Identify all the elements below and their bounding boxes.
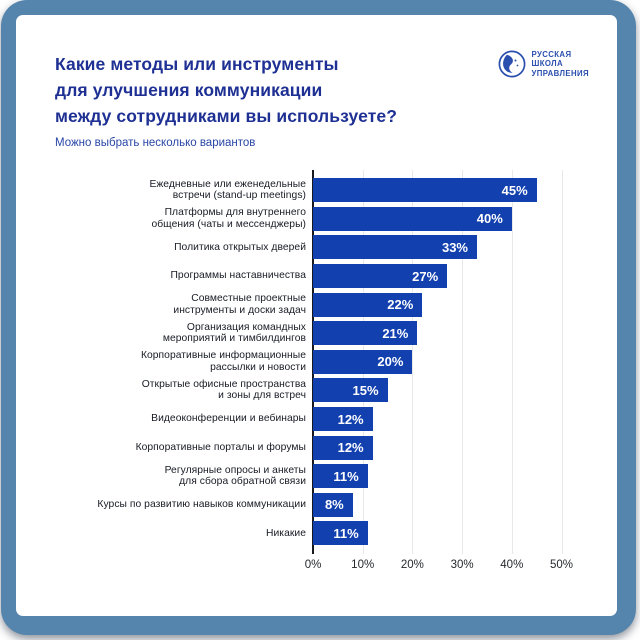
bar: 15% — [313, 378, 388, 403]
bar-value-label: 12% — [337, 411, 364, 427]
bar: 40% — [313, 206, 512, 231]
x-axis: 0% 10% 20% 30% 40% 50% — [305, 558, 617, 579]
category-label: Видеоконференции и вебинары — [151, 413, 306, 425]
bar-track: 15% — [313, 378, 617, 403]
chart-row: Корпоративные порталы и форумы 12% — [16, 433, 617, 462]
x-tick-label: 10% — [351, 558, 375, 571]
bar-value-label: 11% — [333, 525, 359, 541]
gridline — [462, 170, 464, 554]
title-line-1: Какие методы или инструменты — [55, 54, 339, 74]
bar-value-label: 21% — [382, 325, 409, 341]
bar: 33% — [313, 235, 477, 260]
bar-track: 11% — [313, 464, 617, 489]
bar-track: 8% — [313, 492, 617, 517]
chart-row: Программы наставничества 27% — [16, 262, 617, 291]
bar-value-label: 15% — [352, 382, 379, 398]
rsu-logo-icon — [499, 50, 526, 78]
category-label: Программы наставничества — [170, 270, 306, 282]
chart-row: Политика открытых дверей 33% — [16, 233, 617, 262]
chart-rows: Ежедневные или еженедельные встречи (stan… — [16, 176, 617, 548]
bar-value-label: 33% — [441, 239, 468, 255]
bar-track: 22% — [313, 292, 617, 317]
chart-row: Открытые офисные пространства и зоны для … — [16, 376, 617, 405]
bar-track: 33% — [313, 235, 617, 260]
title-line-2: для улучшения коммуникации — [55, 80, 323, 100]
bar-chart: Ежедневные или еженедельные встречи (stan… — [16, 170, 617, 579]
bar-value-label: 8% — [324, 497, 344, 513]
category-label: Совместные проектные инструменты и доски … — [173, 293, 306, 316]
chart-row: Ежедневные или еженедельные встречи (stan… — [16, 176, 617, 205]
bar: 11% — [313, 521, 368, 546]
bar: 22% — [313, 292, 423, 317]
bar-track: 11% — [313, 521, 617, 546]
bar: 12% — [313, 435, 373, 460]
title-line-3: между сотрудниками вы используете? — [55, 106, 397, 126]
category-label: Открытые офисные пространства и зоны для … — [141, 378, 306, 402]
chart-row: Совместные проектные инструменты и доски … — [16, 290, 617, 319]
chart-row: Видеоконференции и вебинары 12% — [16, 405, 617, 434]
bar-value-label: 45% — [501, 182, 528, 198]
category-label: Корпоративные порталы и форумы — [135, 441, 306, 453]
chart-row: Регулярные опросы и анкеты для сбора обра… — [16, 462, 617, 491]
chart-row: Никакие 11% — [16, 519, 617, 548]
category-label: Курсы по развитию навыков коммуникации — [97, 499, 306, 511]
bar-value-label: 11% — [333, 468, 359, 484]
category-label: Политика открытых дверей — [174, 241, 306, 253]
infographic-card: Какие методы или инструменты для улучшен… — [16, 15, 617, 616]
gridline — [561, 170, 563, 554]
bar-value-label: 20% — [377, 354, 404, 370]
bar-value-label: 40% — [476, 211, 503, 227]
bar: 27% — [313, 264, 448, 289]
chart-row: Организация командных мероприятий и тимби… — [16, 319, 617, 348]
logo-line-3: УПРАВЛЕНИЯ — [531, 68, 589, 78]
bar-track: 45% — [313, 178, 617, 203]
bar: 11% — [313, 464, 368, 489]
chart-row: Платформы для внутреннего общения (чаты и… — [16, 205, 617, 234]
bar: 20% — [313, 349, 413, 374]
bar: 21% — [313, 321, 418, 346]
bar-track: 12% — [313, 435, 617, 460]
gridline — [412, 170, 414, 554]
gridline — [511, 170, 513, 554]
category-label: Ежедневные или еженедельные встречи (stan… — [149, 178, 306, 202]
x-tick-label: 30% — [450, 558, 474, 571]
x-tick-label: 0% — [304, 558, 322, 571]
bar-track: 21% — [313, 321, 617, 346]
category-label: Платформы для внутреннего общения (чаты и… — [151, 207, 306, 230]
bar-track: 12% — [313, 407, 617, 432]
category-label: Корпоративные информационные рассылки и н… — [140, 350, 306, 373]
chart-row: Курсы по развитию навыков коммуникации 8% — [16, 491, 617, 520]
chart-subtitle: Можно выбрать несколько вариантов — [55, 137, 256, 149]
x-tick-label: 20% — [400, 558, 424, 571]
chart-row: Корпоративные информационные рассылки и н… — [16, 348, 617, 377]
x-tick-label: 50% — [549, 558, 574, 571]
logo-line-1: РУССКАЯ — [531, 50, 572, 59]
rsu-logo: РУССКАЯ ШКОЛА УПРАВЛЕНИЯ — [498, 50, 589, 78]
bar: 45% — [313, 178, 537, 203]
bar-value-label: 12% — [337, 440, 364, 456]
bar-track: 20% — [313, 349, 617, 374]
logo-line-2: ШКОЛА — [531, 59, 564, 69]
page-title: Какие методы или инструменты для улучшен… — [55, 51, 577, 129]
category-label: Организация командных мероприятий и тимби… — [162, 321, 306, 345]
category-label: Регулярные опросы и анкеты для сбора обра… — [164, 464, 306, 488]
bar-track: 40% — [313, 206, 617, 231]
bar: 8% — [313, 492, 353, 517]
bar-value-label: 22% — [387, 297, 414, 313]
x-tick-label: 40% — [500, 558, 524, 571]
bar-value-label: 27% — [412, 268, 439, 284]
bar: 12% — [313, 407, 373, 432]
category-label: Никакие — [266, 527, 306, 539]
rsu-logo-text: РУССКАЯ ШКОЛА УПРАВЛЕНИЯ — [531, 50, 589, 78]
bar-track: 27% — [313, 264, 617, 289]
